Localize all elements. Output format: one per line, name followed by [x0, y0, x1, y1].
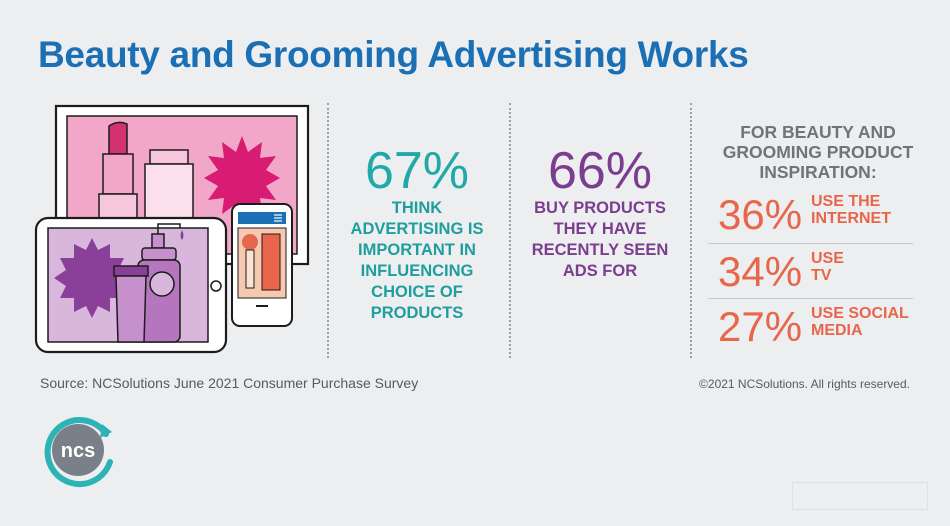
- divider: [690, 103, 692, 358]
- separator-line: [708, 243, 913, 244]
- inspiration-value: 27%: [718, 303, 803, 350]
- stat-advertising-important-value: 67%: [364, 142, 470, 200]
- watermark-box: [792, 482, 928, 510]
- stat-text-line: ADVERTISING IS: [350, 220, 484, 238]
- tube-icon: [113, 265, 149, 343]
- label-line: MEDIA: [811, 322, 863, 339]
- inspiration-item-internet: 36% USE THE INTERNET: [708, 190, 913, 240]
- stat-buy-products-value: 66%: [547, 142, 653, 200]
- stat-buy-products-text: BUY PRODUCTS THEY HAVE RECENTLY SEEN ADS…: [512, 198, 688, 282]
- label-line: USE: [811, 250, 844, 267]
- inspiration-item-tv: 34% USE TV: [708, 247, 913, 297]
- inspiration-item-social-media: 27% USE SOCIAL MEDIA: [708, 302, 913, 352]
- ncs-logo: ncs: [44, 417, 113, 488]
- stat-text-line: IMPORTANT IN: [358, 241, 476, 259]
- pump-bottle-icon: [137, 223, 184, 343]
- divider: [509, 103, 511, 358]
- divider: [327, 103, 329, 358]
- stat-text-line: ADS FOR: [562, 262, 638, 280]
- stat-text-line: PRODUCTS: [370, 304, 464, 322]
- stat-text-line: INFLUENCING: [360, 262, 474, 280]
- page-title: Beauty and Grooming Advertising Works: [38, 34, 749, 75]
- stat-text-line: BUY PRODUCTS: [534, 199, 666, 217]
- heading-line: GROOMING PRODUCT: [722, 142, 914, 162]
- devices-illustration: [34, 104, 310, 354]
- inspiration-value: 34%: [718, 248, 803, 295]
- label-line: USE THE: [811, 193, 881, 210]
- stat-text-line: THEY HAVE: [553, 220, 647, 238]
- copyright-note: ©2021 NCSolutions. All rights reserved.: [699, 377, 910, 391]
- heading-line: INSPIRATION:: [759, 162, 877, 182]
- inspiration-label: USE TV: [811, 250, 844, 284]
- starburst-icon: [54, 238, 130, 318]
- inspiration-label: USE THE INTERNET: [811, 193, 891, 227]
- label-line: INTERNET: [811, 210, 891, 227]
- stat-text-line: CHOICE OF: [371, 283, 463, 301]
- inspiration-value: 36%: [718, 191, 803, 238]
- inspiration-label: USE SOCIAL MEDIA: [811, 305, 909, 339]
- label-line: USE SOCIAL: [811, 305, 909, 322]
- inspiration-heading: FOR BEAUTY AND GROOMING PRODUCT INSPIRAT…: [700, 122, 936, 182]
- phone-icon: [231, 203, 293, 327]
- stat-advertising-important-text: THINK ADVERTISING IS IMPORTANT IN INFLUE…: [332, 198, 502, 324]
- separator-line: [708, 298, 913, 299]
- stat-text-line: THINK: [391, 199, 443, 217]
- source-note: Source: NCSolutions June 2021 Consumer P…: [40, 375, 419, 391]
- label-line: TV: [811, 267, 832, 284]
- logo-text: ncs: [61, 440, 95, 462]
- heading-line: FOR BEAUTY AND: [740, 122, 896, 142]
- stat-text-line: RECENTLY SEEN: [531, 241, 669, 259]
- starburst-icon: [204, 136, 280, 220]
